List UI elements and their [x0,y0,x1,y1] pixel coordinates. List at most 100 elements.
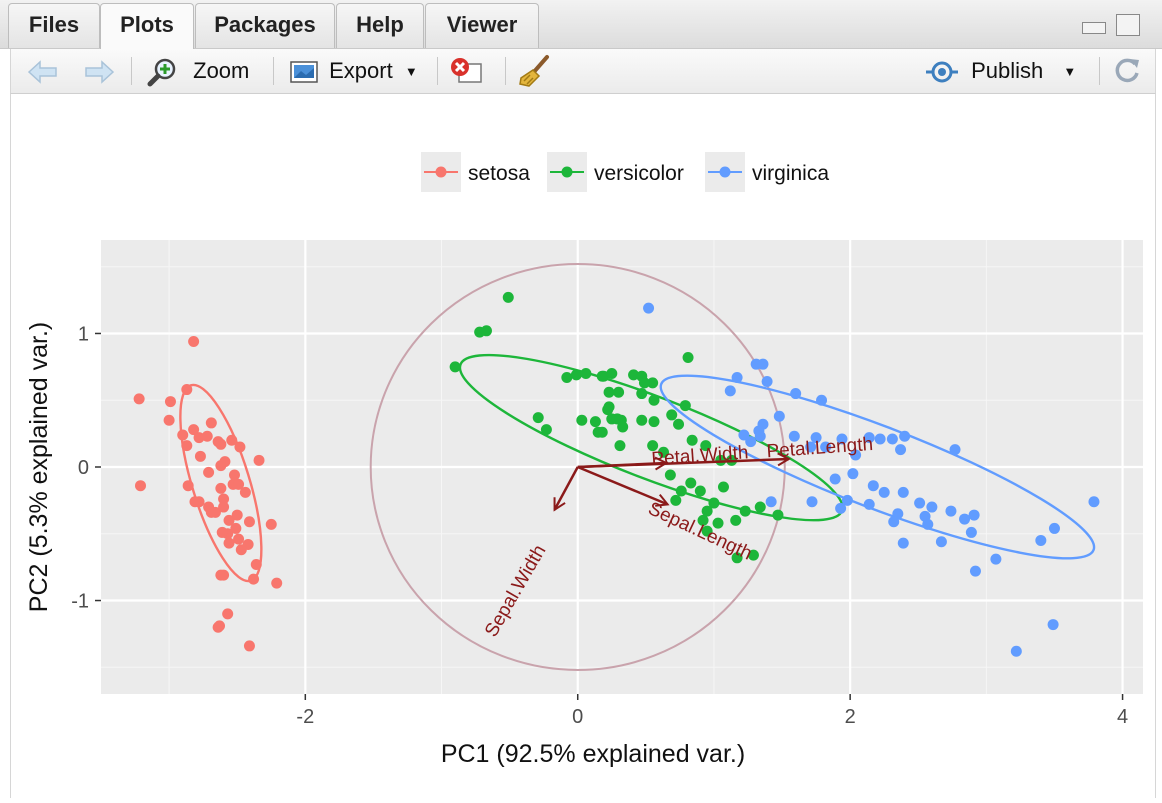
correlation-circle [369,263,786,671]
setosa-point [218,501,230,513]
versicolor-point [682,352,694,364]
legend-label: setosa [468,162,530,185]
setosa-point [205,417,217,429]
virginica-ellipse [659,374,1096,560]
export-label: Export [329,58,393,83]
virginica-point [945,505,957,517]
clear-all-broom-icon[interactable] [517,54,553,88]
setosa-point [230,522,242,534]
loading-arrow-petal-width [577,463,667,467]
maximize-pane-button[interactable] [1116,14,1140,36]
tab-viewer[interactable]: Viewer [425,3,539,48]
toolbar-separator [437,57,438,85]
versicolor-point [596,426,608,438]
virginica-point [643,302,655,314]
virginica-point [888,516,900,528]
virginica-point [805,441,817,453]
zoom-button[interactable]: Zoom [147,55,249,87]
versicolor-point [685,477,697,489]
zoom-label: Zoom [193,58,250,83]
versicolor-point [611,413,623,425]
setosa-point [218,493,230,505]
setosa-point [164,396,176,408]
virginica-point [959,513,971,525]
setosa-point [203,466,215,478]
plot-viewer: setosa versicolor virginica Sepal.Length Se… [10,94,1156,798]
setosa-point [201,430,213,442]
virginica-point [897,486,909,498]
zoom-magnifier-icon [147,58,176,87]
pane-tabbar: Files Plots Packages Help Viewer [0,0,1162,50]
versicolor-point [658,446,670,458]
remove-plot-icon[interactable] [449,56,485,86]
x-tick-label: 2 [845,706,856,728]
versicolor-point [540,424,552,436]
toolbar-separator [505,57,506,85]
tab-files[interactable]: Files [8,3,100,48]
virginica-point [816,394,828,406]
virginica-point [1010,645,1022,657]
setosa-point [177,429,189,441]
x-tick-label: 0 [572,706,583,728]
forward-arrow-icon[interactable] [83,59,115,85]
x-tick-label: 4 [1117,706,1128,728]
versicolor-point [694,485,706,497]
versicolor-point [570,369,582,381]
setosa-point [215,460,227,472]
versicolor-point [561,372,573,384]
virginica-point [806,496,818,508]
y-tick-label: 0 [78,457,89,479]
virginica-point [1048,522,1060,534]
tab-help[interactable]: Help [336,3,424,48]
tab-plots[interactable]: Plots [100,3,194,50]
tab-packages[interactable]: Packages [195,3,335,48]
versicolor-point [708,497,720,509]
versicolor-point [589,416,601,428]
versicolor-point [602,404,614,416]
virginica-point [874,433,886,445]
versicolor-point [580,368,592,380]
tab-help-label: Help [356,12,404,37]
versicolor-point [636,388,648,400]
setosa-point [215,482,227,494]
setosa-point [226,434,238,446]
virginica-point [745,436,757,448]
versicolor-point [648,416,660,428]
legend-item-setosa: setosa [421,152,530,192]
minimize-pane-button[interactable] [1082,22,1106,34]
setosa-point [243,516,255,528]
toolbar-separator [273,57,274,85]
virginica-point [949,444,961,456]
virginica-point [810,432,822,444]
versicolor-point [614,440,626,452]
versicolor-point [576,414,588,426]
virginica-point [724,385,736,397]
versicolor-point [772,509,784,521]
virginica-point [867,480,879,492]
legend-key-point [435,166,447,178]
versicolor-point [717,481,729,493]
virginica-point [895,444,907,456]
versicolor-point [613,386,625,398]
setosa-point [133,393,145,405]
setosa-point [253,454,265,466]
setosa-point [234,441,246,453]
virginica-point [897,537,909,549]
versicolor-point [670,494,682,506]
export-button[interactable]: Export ▼ [289,55,418,87]
setosa-point [215,438,227,450]
tab-packages-label: Packages [214,12,316,37]
virginica-point [773,410,785,422]
setosa-point [188,335,200,347]
versicolor-point [754,501,766,513]
back-arrow-icon[interactable] [27,59,59,85]
pca-biplot-chart: setosa versicolor virginica Sepal.LengthSe… [25,152,1143,768]
refresh-icon[interactable] [1111,55,1143,87]
virginica-point [968,509,980,521]
virginica-point [990,553,1002,565]
toolbar-separator [131,57,132,85]
setosa-point [188,424,200,436]
publish-button[interactable]: Publish ▼ [925,55,1076,87]
setosa-point [181,384,193,396]
virginica-point [1047,619,1059,631]
